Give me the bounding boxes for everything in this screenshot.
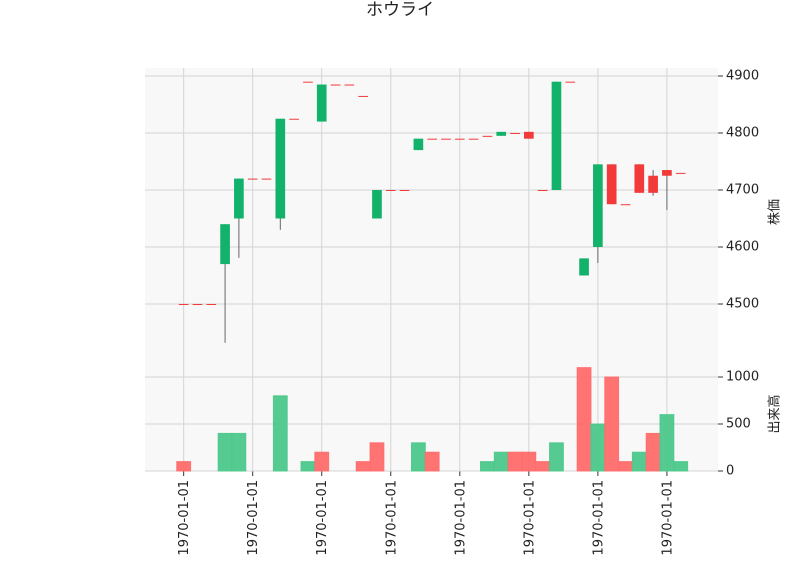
candle-body — [675, 172, 686, 174]
candle-body — [606, 164, 617, 205]
volume-bar — [217, 432, 233, 472]
volume-bar — [480, 461, 495, 472]
candle-body — [178, 303, 189, 305]
volume-bar — [618, 461, 633, 472]
candle-body — [247, 178, 258, 180]
y-tick-label: 4900 — [726, 68, 759, 83]
price-panel — [145, 68, 718, 357]
candle-body — [220, 224, 230, 265]
candle-body — [330, 84, 341, 86]
volume-bar — [604, 376, 620, 472]
candle-body — [537, 189, 548, 191]
volume-bar — [176, 461, 192, 472]
volume-bar — [590, 423, 606, 472]
x-tick-label: 1970-01-01 — [246, 480, 261, 556]
candle-body — [579, 258, 589, 276]
candle-body — [234, 178, 244, 219]
candle-body — [427, 138, 438, 140]
candle-body — [510, 132, 520, 134]
candle-body — [524, 131, 534, 139]
candle-body — [261, 178, 272, 180]
volume-bar — [659, 414, 675, 472]
candle-body — [192, 303, 203, 305]
volume-bar — [355, 461, 371, 472]
volume-bar — [369, 442, 385, 472]
x-tick-label: 1970-01-01 — [177, 480, 192, 556]
volume-bar — [549, 442, 564, 472]
volume-bar — [493, 451, 509, 472]
x-tick-label: 1970-01-01 — [660, 480, 675, 556]
y-tick-label: 4700 — [726, 182, 759, 197]
volume-axis-label: 出来高 — [767, 394, 783, 433]
volume-bar — [576, 367, 592, 472]
x-tick-label: 1970-01-01 — [591, 480, 606, 556]
candle-body — [468, 138, 479, 140]
y-tick-label: 0 — [726, 464, 734, 479]
volume-bar — [410, 442, 426, 472]
candle-body — [206, 303, 217, 305]
y-tick-label: 1000 — [726, 370, 759, 385]
candle-body — [454, 138, 465, 140]
y-tick-label: 4600 — [726, 239, 759, 254]
candle-body — [303, 81, 313, 83]
candle-body — [413, 138, 424, 151]
volume-bar — [272, 395, 288, 472]
x-tick-label: 1970-01-01 — [315, 480, 330, 556]
volume-bar — [631, 451, 647, 472]
candle-body — [620, 204, 631, 206]
candle-body — [358, 95, 368, 97]
y-tick-label: 500 — [726, 417, 751, 432]
candle-body — [648, 175, 658, 193]
volume-bar — [231, 432, 247, 472]
volume-bar — [645, 432, 661, 472]
candle-body — [372, 189, 382, 219]
volume-bar — [424, 451, 440, 472]
candle-body — [593, 164, 603, 247]
volume-bar — [300, 461, 316, 472]
candle-body — [662, 170, 672, 176]
y-tick-label: 4500 — [726, 296, 759, 311]
candle-body — [441, 138, 451, 140]
price-axis-label: 株価 — [768, 199, 783, 225]
candle-body — [289, 118, 299, 120]
x-tick-label: 1970-01-01 — [453, 480, 468, 556]
candle-body — [496, 131, 507, 136]
candle-body — [399, 189, 410, 191]
volume-bar — [314, 451, 330, 472]
y-tick-label: 4800 — [726, 125, 759, 140]
candle-body — [344, 84, 355, 86]
candle-body — [385, 189, 396, 191]
volume-bar — [507, 451, 523, 472]
candle-body — [551, 81, 562, 190]
volume-bar — [521, 451, 537, 472]
chart-title: ホウライ — [366, 0, 434, 20]
x-tick-label: 1970-01-01 — [384, 480, 399, 556]
candle-body — [565, 81, 576, 83]
volume-bar — [673, 461, 689, 472]
candle-body — [634, 164, 645, 193]
candle-body — [275, 118, 286, 219]
candle-body — [482, 135, 493, 137]
volume-bar — [535, 461, 551, 472]
x-tick-label: 1970-01-01 — [522, 480, 537, 556]
candle-body — [316, 84, 327, 122]
